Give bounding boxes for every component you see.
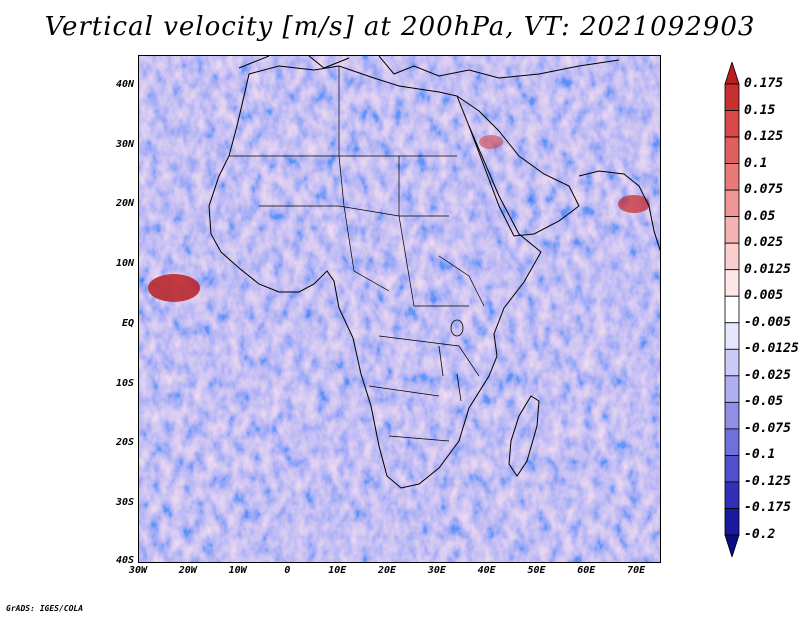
colorbar-tick-label: -0.2: [744, 527, 776, 542]
europe-coastline: [238, 56, 620, 79]
map-title: Vertical velocity [m/s] at 200hPa, VT: 2…: [44, 12, 756, 42]
colorbar-swatch: [724, 136, 740, 164]
lat-tick-label: 30S: [115, 497, 134, 509]
lat-tick-label: 30N: [115, 138, 134, 150]
colorbar-swatch: [724, 534, 740, 557]
colorbar-swatch: [724, 189, 740, 218]
lon-tick-label: 60E: [577, 565, 596, 576]
colorbar-swatch: [724, 295, 740, 324]
lat-tick-label: 40S: [115, 555, 134, 566]
lat-tick-label: 40N: [115, 78, 134, 90]
colorbar-swatch: [724, 163, 740, 191]
lat-tick-label: 20N: [115, 198, 134, 210]
lat-tick-label: EQ: [121, 317, 134, 329]
lon-tick-label: 40E: [477, 565, 496, 576]
colorbar-tick-label: 0.05: [744, 208, 776, 224]
madagascar-coastline: [508, 395, 540, 477]
colorbar-swatch: [724, 322, 740, 350]
lon-tick-label: 10E: [328, 565, 347, 576]
colorbar: [724, 62, 740, 557]
africa-coastline: [208, 65, 542, 489]
colorbar-tick-label: -0.175: [744, 500, 791, 516]
lon-tick-label: 0: [284, 565, 291, 576]
colorbar-swatch: [724, 481, 740, 509]
lat-tick-label: 20S: [115, 437, 134, 449]
colorbar-swatch: [724, 508, 740, 536]
lat-tick-label: 10N: [115, 258, 134, 270]
lon-tick-label: 70E: [627, 565, 646, 576]
colorbar-tick-label: -0.075: [744, 420, 791, 436]
colorbar-swatch: [724, 375, 740, 403]
lon-tick-label: 10W: [228, 565, 247, 576]
colorbar-tick-label: -0.1: [744, 447, 776, 463]
colorbar-tick-label: 0.0125: [744, 261, 791, 277]
colorbar-tick-label: 0.025: [744, 235, 784, 251]
velocity-field: [139, 56, 660, 562]
colorbar-tick-label: 0.1: [744, 155, 768, 171]
colorbar-swatch: [724, 348, 740, 377]
updraft-blob-atlantic: [148, 274, 200, 302]
colorbar-swatch: [724, 269, 740, 297]
asia-coastline: [578, 170, 660, 252]
lon-tick-label: 20W: [178, 565, 197, 576]
colorbar-swatch: [724, 455, 740, 483]
lat-tick-label: 10S: [115, 377, 134, 389]
country-borders: [229, 66, 485, 442]
updraft-blob-mideast: [479, 135, 503, 149]
colorbar-tick-label: -0.025: [744, 367, 791, 383]
lake-victoria: [450, 319, 464, 337]
credit-text: GrADS: IGES/COLA: [6, 604, 84, 613]
updraft-blob-arabian-sea: [618, 195, 650, 213]
colorbar-tick-label: 0.125: [744, 129, 784, 145]
colorbar-swatch: [724, 216, 740, 244]
arabia-coastline: [456, 95, 580, 237]
colorbar-tick-label: 0.075: [744, 182, 784, 198]
colorbar-tick-label: 0.15: [744, 102, 776, 118]
colorbar-swatch: [724, 110, 740, 138]
colorbar-tick-label: 0.175: [744, 76, 784, 91]
colorbar-tick-label: -0.0125: [744, 341, 799, 357]
lon-tick-label: 30E: [427, 565, 446, 576]
colorbar-swatch: [724, 242, 740, 271]
colorbar-swatch: [724, 428, 740, 456]
rift-lakes: [438, 345, 462, 402]
colorbar-swatch: [724, 62, 740, 85]
colorbar-tick-label: 0.005: [744, 288, 784, 304]
velocity-map: [138, 55, 661, 563]
colorbar-tick-label: -0.005: [744, 314, 791, 330]
colorbar-tick-label: -0.125: [744, 473, 791, 489]
lon-tick-label: 50E: [527, 565, 546, 576]
colorbar-tick-label: -0.05: [744, 394, 784, 410]
colorbar-swatch: [724, 83, 740, 111]
colorbar-swatch: [724, 401, 740, 430]
lon-tick-label: 30W: [128, 565, 148, 576]
lon-tick-label: 20E: [378, 565, 397, 576]
